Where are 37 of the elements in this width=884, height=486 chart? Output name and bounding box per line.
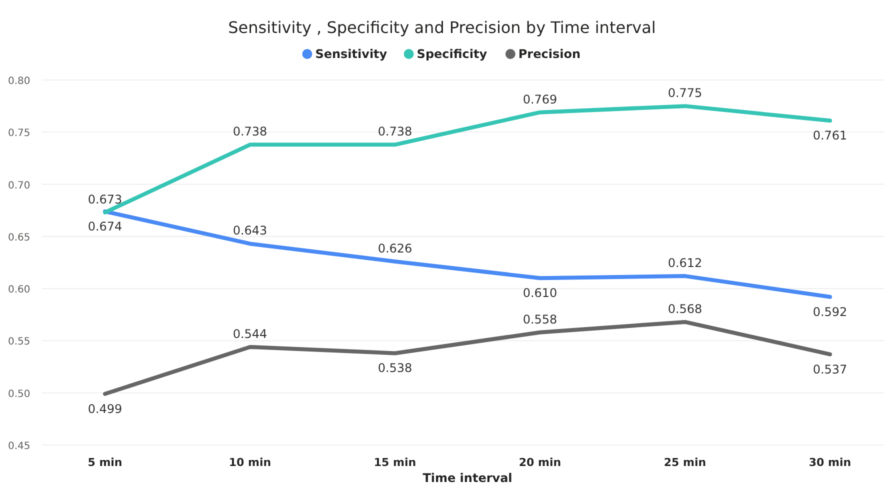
- legend-label: Specificity: [416, 47, 488, 61]
- x-tick-label: 30 min: [808, 456, 852, 469]
- data-label: 0.499: [88, 402, 122, 416]
- data-label: 0.674: [88, 219, 122, 234]
- y-tick-label: 0.45: [8, 441, 30, 452]
- data-label: 0.761: [812, 128, 848, 143]
- data-label: 0.592: [812, 304, 848, 319]
- x-tick-label: 25 min: [664, 456, 706, 469]
- legend-label: Precision: [518, 47, 581, 61]
- data-label: 0.538: [378, 361, 412, 376]
- y-tick-label: 0.55: [8, 336, 30, 348]
- data-label: 0.738: [378, 124, 412, 139]
- data-label: 0.738: [232, 124, 268, 139]
- y-tick-label: 0.80: [8, 76, 30, 87]
- data-label: 0.626: [378, 241, 412, 256]
- y-tick-label: 0.70: [8, 180, 30, 192]
- data-label: 0.643: [232, 224, 268, 238]
- data-label: 0.558: [522, 312, 558, 326]
- y-tick-label: 0.75: [8, 128, 30, 140]
- x-tick-label: 15 min: [374, 456, 416, 469]
- data-label: 0.537: [812, 362, 848, 376]
- data-label: 0.544: [232, 326, 268, 341]
- y-tick-label: 0.60: [8, 284, 30, 296]
- y-tick-label: 0.65: [8, 232, 30, 244]
- y-tick-label: 0.50: [8, 388, 30, 400]
- data-label: 0.612: [668, 256, 702, 270]
- data-label: 0.673: [88, 192, 122, 206]
- x-tick-label: 5 min: [88, 456, 122, 469]
- data-label: 0.775: [668, 86, 702, 100]
- data-label: 0.769: [522, 92, 558, 106]
- data-label: 0.568: [668, 302, 702, 316]
- legend-label: Sensitivity: [315, 47, 388, 61]
- x-axis-title: Time interval: [422, 471, 512, 485]
- x-tick-label: 10 min: [228, 456, 272, 469]
- chart-title: Sensitivity , Specificity and Precision by Time interval: [228, 18, 656, 37]
- data-label: 0.610: [522, 286, 558, 300]
- x-tick-label: 20 min: [518, 456, 562, 469]
